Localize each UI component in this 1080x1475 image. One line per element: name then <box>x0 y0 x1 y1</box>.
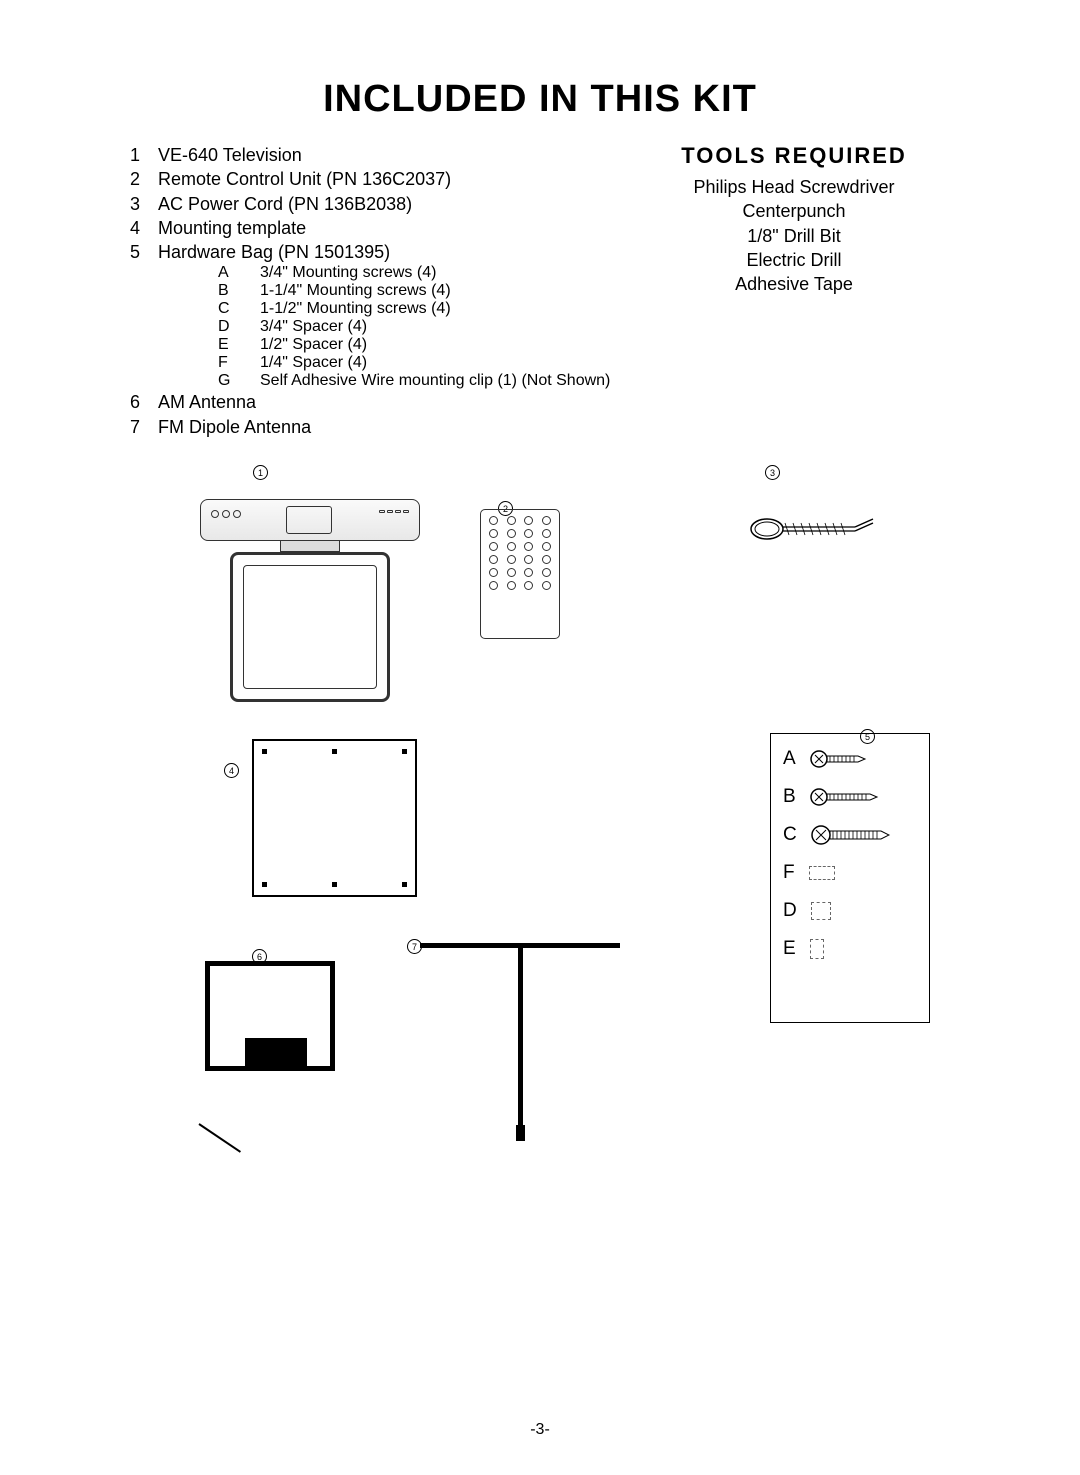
kit-item: 1VE-640 Television <box>130 143 628 167</box>
sub-letter: A <box>218 264 260 282</box>
tv-control-panel <box>200 499 420 541</box>
sub-label: Self Adhesive Wire mounting clip (1) (No… <box>260 372 610 390</box>
item-label: FM Dipole Antenna <box>158 415 628 439</box>
hardware-bag-diagram: A B C F D E <box>770 733 930 1023</box>
item-number: 7 <box>130 415 158 439</box>
mounting-template-diagram <box>252 739 417 897</box>
sub-letter: E <box>218 336 260 354</box>
sub-letter: G <box>218 372 260 390</box>
page-number: -3- <box>0 1421 1080 1439</box>
sub-label: 1/4" Spacer (4) <box>260 354 367 372</box>
sub-label: 3/4" Mounting screws (4) <box>260 264 436 282</box>
tools-list: Philips Head Screwdriver Centerpunch 1/8… <box>628 175 960 296</box>
screw-icon <box>810 788 882 806</box>
tv-screen <box>230 552 390 702</box>
sub-label: 1/2" Spacer (4) <box>260 336 367 354</box>
hw-letter: B <box>783 786 796 808</box>
kit-list: 1VE-640 Television 2Remote Control Unit … <box>130 143 628 264</box>
spacer-icon <box>811 902 831 920</box>
kit-item: 6AM Antenna <box>130 390 628 414</box>
item-number: 2 <box>130 167 158 191</box>
sub-letter: F <box>218 354 260 372</box>
item-number: 5 <box>130 240 158 264</box>
item-label: AC Power Cord (PN 136B2038) <box>158 192 628 216</box>
hardware-subitem: B1-1/4" Mounting screws (4) <box>218 282 628 300</box>
screw-icon <box>810 750 870 768</box>
item-label: Hardware Bag (PN 1501395) <box>158 240 628 264</box>
tool-item: Adhesive Tape <box>628 272 960 296</box>
hw-row-e: E <box>783 938 917 960</box>
hw-row-b: B <box>783 786 917 808</box>
tools-column: TOOLS REQUIRED Philips Head Screwdriver … <box>628 143 960 439</box>
power-cord-diagram <box>745 509 885 554</box>
item-number: 6 <box>130 390 158 414</box>
screw-icon <box>811 825 893 845</box>
hardware-subitem: A3/4" Mounting screws (4) <box>218 264 628 282</box>
hardware-subitem: D3/4" Spacer (4) <box>218 318 628 336</box>
hw-letter: E <box>783 938 796 960</box>
kit-item: 7FM Dipole Antenna <box>130 415 628 439</box>
spacer-icon <box>810 939 824 959</box>
callout-4: 4 <box>224 763 239 778</box>
item-number: 3 <box>130 192 158 216</box>
hw-letter: D <box>783 900 797 922</box>
sub-letter: D <box>218 318 260 336</box>
sub-letter: B <box>218 282 260 300</box>
page-title: INCLUDED IN THIS KIT <box>0 78 1080 121</box>
callout-1: 1 <box>253 465 268 480</box>
hardware-subitem: C1-1/2" Mounting screws (4) <box>218 300 628 318</box>
item-label: Mounting template <box>158 216 628 240</box>
item-label: VE-640 Television <box>158 143 628 167</box>
callout-3: 3 <box>765 465 780 480</box>
tv-neck <box>280 540 340 552</box>
tools-title: TOOLS REQUIRED <box>628 143 960 169</box>
remote-diagram <box>480 509 560 639</box>
content-columns: 1VE-640 Television 2Remote Control Unit … <box>0 143 1080 439</box>
hw-letter: C <box>783 824 797 846</box>
tv-diagram <box>195 499 425 729</box>
sub-label: 1-1/2" Mounting screws (4) <box>260 300 451 318</box>
kit-item: 5Hardware Bag (PN 1501395) <box>130 240 628 264</box>
spacer-icon <box>809 866 835 880</box>
hw-letter: F <box>783 862 795 884</box>
item-number: 4 <box>130 216 158 240</box>
kit-item: 4Mounting template <box>130 216 628 240</box>
kit-contents-column: 1VE-640 Television 2Remote Control Unit … <box>130 143 628 439</box>
tool-item: Electric Drill <box>628 248 960 272</box>
diagram-area: 1 2 3 4 5 6 7 <box>0 439 1080 1219</box>
hw-letter: A <box>783 748 796 770</box>
sub-label: 1-1/4" Mounting screws (4) <box>260 282 451 300</box>
hw-row-a: A <box>783 748 917 770</box>
hardware-sublist: A3/4" Mounting screws (4) B1-1/4" Mounti… <box>218 264 628 390</box>
hw-row-d: D <box>783 900 917 922</box>
fm-antenna-diagram <box>420 943 620 1143</box>
kit-item: 2Remote Control Unit (PN 136C2037) <box>130 167 628 191</box>
item-label: Remote Control Unit (PN 136C2037) <box>158 167 628 191</box>
hw-row-c: C <box>783 824 917 846</box>
hardware-subitem: E1/2" Spacer (4) <box>218 336 628 354</box>
hw-row-f: F <box>783 862 917 884</box>
tool-item: Philips Head Screwdriver <box>628 175 960 199</box>
kit-item: 3AC Power Cord (PN 136B2038) <box>130 192 628 216</box>
sub-letter: C <box>218 300 260 318</box>
hardware-subitem: GSelf Adhesive Wire mounting clip (1) (N… <box>218 372 628 390</box>
item-label: AM Antenna <box>158 390 628 414</box>
tool-item: Centerpunch <box>628 199 960 223</box>
sub-label: 3/4" Spacer (4) <box>260 318 367 336</box>
item-number: 1 <box>130 143 158 167</box>
kit-list-tail: 6AM Antenna 7FM Dipole Antenna <box>130 390 628 439</box>
am-antenna-diagram <box>205 961 345 1091</box>
tool-item: 1/8" Drill Bit <box>628 224 960 248</box>
hardware-subitem: F1/4" Spacer (4) <box>218 354 628 372</box>
